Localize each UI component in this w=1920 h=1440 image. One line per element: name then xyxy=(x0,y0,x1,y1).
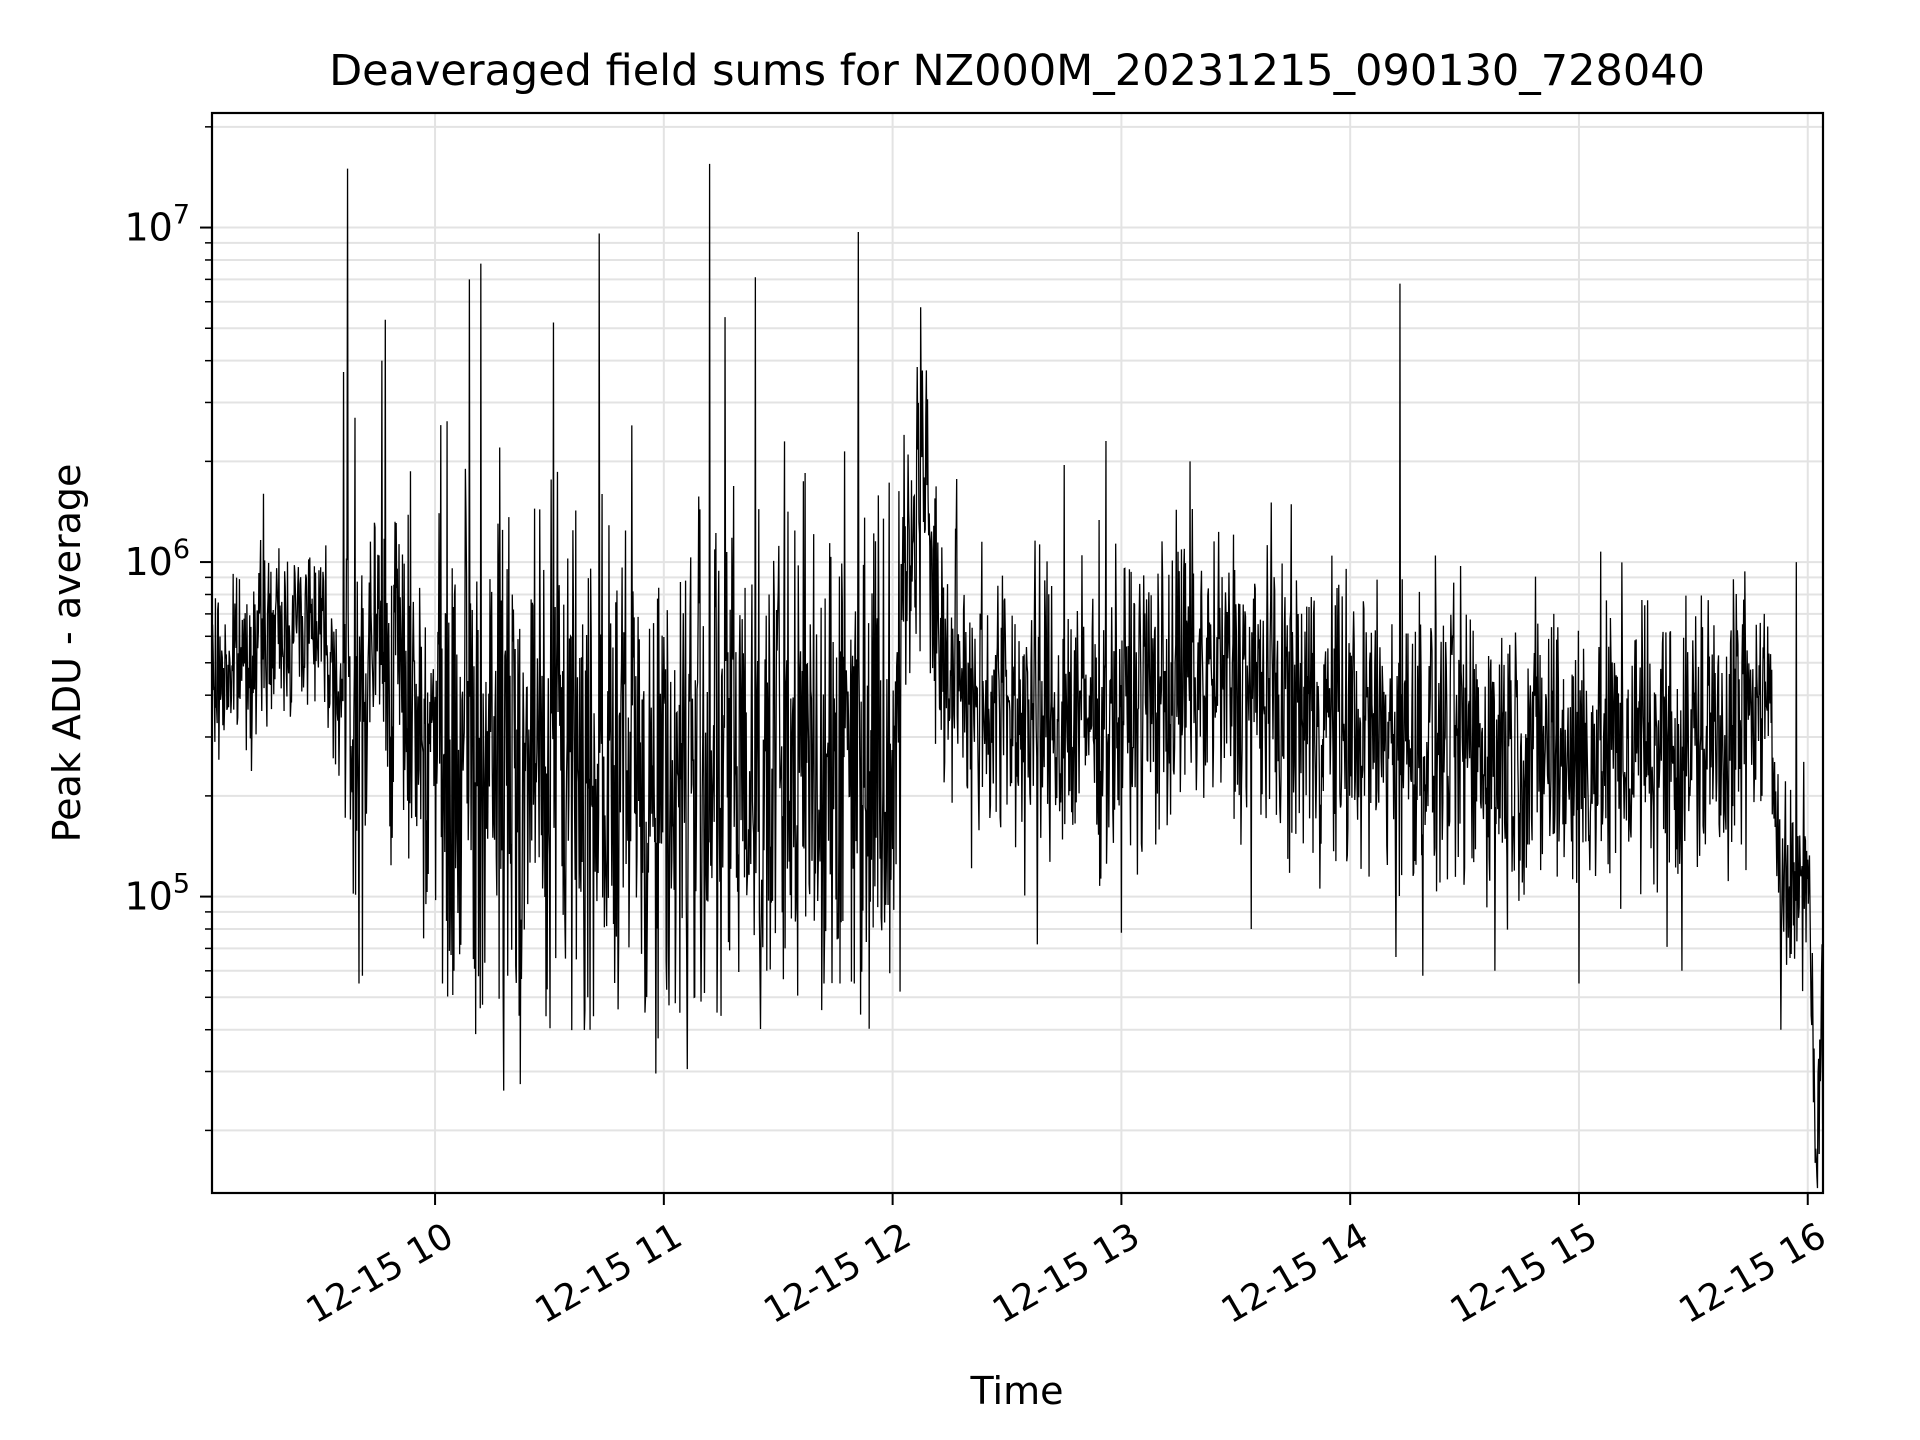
series-line xyxy=(211,163,1824,1189)
plot-frame xyxy=(210,111,1825,1195)
y-axis-label: Peak ADU - average xyxy=(45,464,89,843)
series-line-group xyxy=(211,163,1824,1189)
y-tick-label-exponent: 5 xyxy=(173,869,190,900)
chart-title: Deaveraged field sums for NZ000M_2023121… xyxy=(329,46,1705,96)
x-axis-label: Time xyxy=(970,1369,1064,1413)
y-tick-label-exponent: 7 xyxy=(173,200,190,231)
y-tick-label-base: 10 xyxy=(124,540,172,584)
y-tick-label-base: 10 xyxy=(124,206,172,250)
y-tick-label-base: 10 xyxy=(124,875,172,919)
y-tick-label: 105 xyxy=(124,869,190,919)
y-tick-label: 107 xyxy=(124,200,190,250)
y-tick-label-exponent: 6 xyxy=(173,534,190,565)
y-tick-label: 106 xyxy=(124,534,190,584)
